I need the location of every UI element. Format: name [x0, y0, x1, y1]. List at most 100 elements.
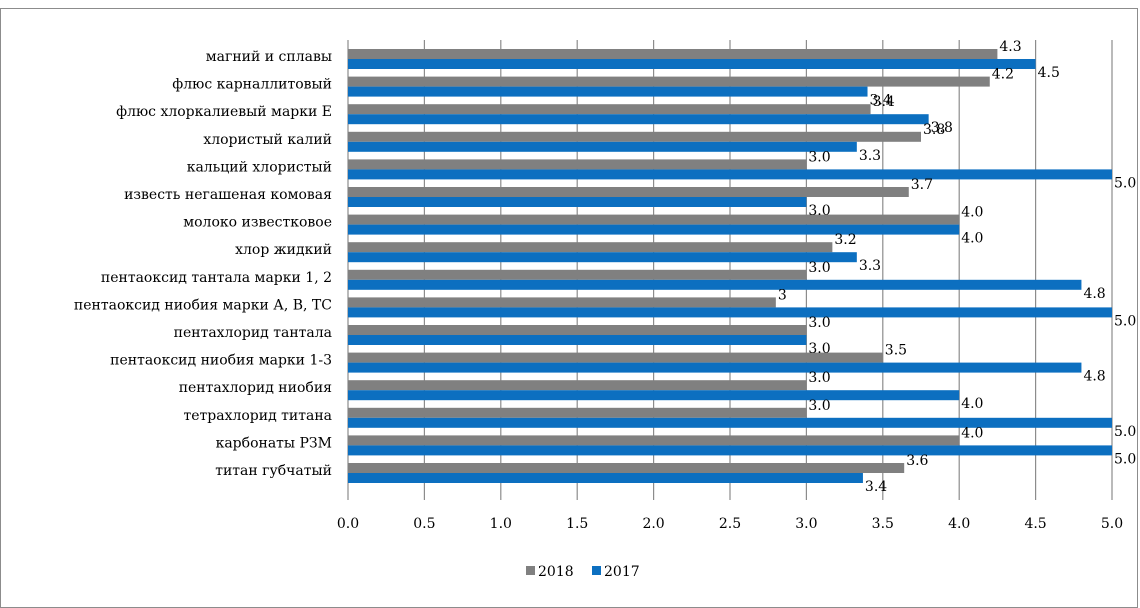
data-label-2018: 3.2 [834, 232, 856, 248]
data-label-2018: 3.0 [808, 370, 830, 386]
data-label-2018: 4.2 [992, 67, 1014, 83]
bar-2017 [348, 197, 807, 207]
x-tick-label: 5.0 [1101, 516, 1123, 532]
category-label: титан губчатый [215, 463, 332, 479]
bar-2018 [348, 104, 871, 115]
bar-2017 [348, 445, 1112, 456]
data-label-2017: 4.0 [961, 396, 983, 412]
bar-2017 [348, 390, 960, 401]
bar-2018 [348, 49, 998, 59]
data-label-2017: 3.0 [808, 341, 830, 357]
data-label-2018: 3.4 [873, 94, 895, 110]
bar-2018 [348, 435, 960, 446]
bar-2017 [348, 169, 1112, 180]
data-label-2018: 3.5 [885, 343, 907, 359]
category-label: молоко известковое [183, 215, 332, 231]
x-tick-label: 4.0 [948, 516, 970, 532]
data-label-2017: 5.0 [1114, 424, 1136, 440]
x-tick-label: 2.5 [719, 516, 741, 532]
category-label: пентахлорид ниобия [179, 380, 332, 396]
data-label-2017: 5.0 [1114, 451, 1136, 467]
bar-2018 [348, 269, 807, 280]
bar-2018 [348, 159, 807, 170]
bar-2017 [348, 86, 868, 97]
category-label: пентахлорид тантала [174, 325, 332, 341]
data-label-2017: 5.0 [1114, 313, 1136, 329]
category-label: хлор жидкий [235, 242, 332, 258]
data-label-2017: 4.8 [1083, 286, 1105, 302]
data-label-2018: 3.8 [923, 122, 945, 138]
bar-2017 [348, 307, 1112, 318]
data-label-2018: 4.0 [961, 205, 983, 221]
legend: 2018 2017 [526, 564, 640, 580]
x-tick-label: 0.5 [413, 516, 435, 532]
x-tick-label: 3.5 [872, 516, 894, 532]
bar-2018 [348, 131, 921, 142]
category-label: тетрахлорид титана [183, 408, 332, 424]
data-label-2018: 3.0 [808, 260, 830, 276]
legend-label-2018: 2018 [538, 564, 574, 580]
data-label-2017: 3.4 [870, 93, 892, 109]
x-tick-label: 4.5 [1024, 516, 1046, 532]
data-label-2018: 4.0 [961, 425, 983, 441]
bar-2017 [348, 141, 857, 152]
category-label: флюс хлоркалиевый марки Е [116, 104, 332, 120]
data-label-2017: 3.3 [859, 258, 881, 274]
bar-2017 [348, 252, 857, 263]
category-label: пентаоксид ниобия марки А, В, ТС [74, 297, 332, 313]
data-label-2018: 3.0 [808, 149, 830, 165]
data-label-2017: 5.0 [1114, 175, 1136, 191]
data-label-2018: 4.3 [999, 39, 1021, 55]
data-label-2017: 4.5 [1038, 65, 1060, 81]
x-tick-label: 3.0 [795, 516, 817, 532]
bars [348, 49, 1112, 483]
data-label-2017: 3.3 [859, 148, 881, 164]
bar-2018 [348, 187, 909, 197]
data-labels: 4.3 4.5 4.2 3.4 3.4 3.83.8 3.3 3.0 5.0 3.7 3.0 4.0 4… [778, 39, 1136, 495]
x-tick-label: 2.0 [642, 516, 664, 532]
category-label: хлористый калий [203, 132, 332, 148]
bar-2018 [348, 463, 905, 473]
bar-2017 [348, 279, 1082, 290]
data-label-2017: 4.8 [1083, 369, 1105, 385]
bar-2018 [348, 380, 807, 391]
category-label: карбонаты РЗМ [216, 435, 332, 451]
data-label-2017: 3.4 [865, 479, 887, 495]
bar-2018 [348, 242, 833, 253]
bar-2018 [348, 297, 776, 308]
x-tick-label: 1.0 [490, 516, 512, 532]
category-label: флюс карналлитовый [172, 77, 332, 93]
data-label-2018: 3 [778, 287, 787, 303]
data-label-2017: 4.0 [961, 231, 983, 247]
bar-2018 [348, 407, 807, 418]
bar-2017 [348, 59, 1036, 69]
bar-2018 [348, 214, 960, 225]
data-label-2017: 3.0 [808, 203, 830, 219]
x-tick-labels: 0.0 0.5 1.0 1.5 2.0 2.5 3.0 3.5 4.0 4.5 5.0 [337, 516, 1123, 532]
category-label: пентаоксид тантала марки 1, 2 [101, 270, 332, 286]
bar-2018 [348, 325, 807, 335]
bar-2017 [348, 417, 1112, 428]
category-label: пентаоксид ниобия марки 1-3 [110, 353, 332, 369]
bar-2018 [348, 76, 990, 87]
legend-label-2017: 2017 [604, 564, 640, 580]
data-label-2018: 3.0 [808, 315, 830, 331]
category-labels: магний и сплавы флюс карналлитовый флюс хл… [74, 49, 332, 479]
bar-2018 [348, 352, 883, 363]
legend-swatch-2017 [592, 566, 601, 575]
category-label: магний и сплавы [206, 49, 332, 65]
data-label-2018: 3.0 [808, 398, 830, 414]
data-label-2017: 3.8 [931, 120, 953, 136]
x-tick-label: 0.0 [337, 516, 359, 532]
bar-2017 [348, 362, 1082, 373]
data-label-2018: 3.6 [906, 453, 928, 469]
bar-2017 [348, 473, 863, 483]
data-label-2018: 3.7 [911, 177, 933, 193]
bar-2017 [348, 335, 807, 345]
legend-swatch-2018 [526, 566, 535, 575]
x-tick-label: 1.5 [566, 516, 588, 532]
category-label: кальций хлористый [187, 159, 332, 175]
bar-2017 [348, 114, 929, 125]
bar-2017 [348, 224, 960, 235]
